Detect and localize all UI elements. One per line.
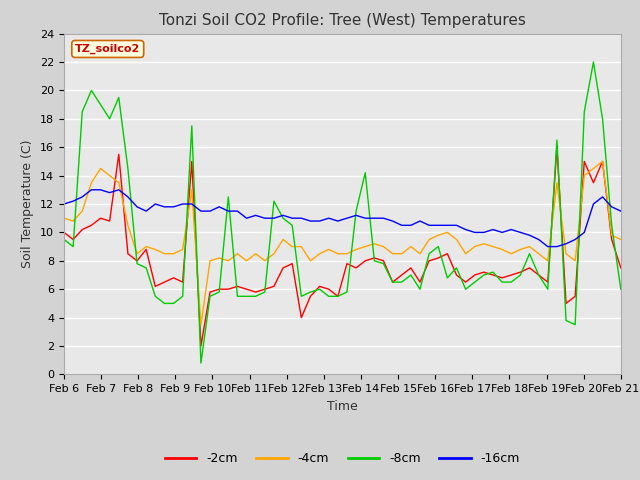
-16cm — [343, 216, 351, 221]
-4cm — [197, 322, 205, 327]
-16cm — [179, 201, 186, 207]
-8cm — [106, 116, 113, 121]
-16cm — [617, 208, 625, 214]
-2cm — [617, 265, 625, 271]
-4cm — [170, 251, 177, 257]
-2cm — [407, 265, 415, 271]
-4cm — [553, 180, 561, 186]
-4cm — [106, 173, 113, 179]
-8cm — [617, 286, 625, 292]
-4cm — [598, 158, 606, 164]
-2cm — [215, 286, 223, 292]
-8cm — [589, 59, 597, 65]
Legend: -2cm, -4cm, -8cm, -16cm: -2cm, -4cm, -8cm, -16cm — [160, 447, 525, 470]
-4cm — [617, 237, 625, 242]
-2cm — [553, 144, 561, 150]
Line: -2cm: -2cm — [64, 147, 621, 346]
Line: -4cm: -4cm — [64, 161, 621, 324]
-2cm — [106, 218, 113, 224]
-8cm — [343, 289, 351, 295]
Line: -8cm: -8cm — [64, 62, 621, 363]
-4cm — [60, 216, 68, 221]
-2cm — [343, 261, 351, 266]
Title: Tonzi Soil CO2 Profile: Tree (West) Temperatures: Tonzi Soil CO2 Profile: Tree (West) Temp… — [159, 13, 526, 28]
-2cm — [197, 343, 205, 349]
-8cm — [553, 137, 561, 143]
-8cm — [215, 289, 223, 295]
-16cm — [544, 244, 552, 250]
Line: -16cm: -16cm — [64, 190, 621, 247]
-16cm — [60, 201, 68, 207]
Text: TZ_soilco2: TZ_soilco2 — [75, 44, 140, 54]
-2cm — [562, 300, 570, 306]
X-axis label: Time: Time — [327, 400, 358, 413]
-16cm — [407, 222, 415, 228]
-4cm — [407, 244, 415, 250]
-8cm — [170, 300, 177, 306]
-16cm — [562, 241, 570, 247]
-16cm — [115, 187, 123, 192]
-2cm — [170, 275, 177, 281]
-2cm — [60, 229, 68, 235]
-8cm — [197, 360, 205, 366]
-8cm — [407, 272, 415, 278]
Y-axis label: Soil Temperature (C): Soil Temperature (C) — [22, 140, 35, 268]
-4cm — [215, 255, 223, 261]
-4cm — [343, 251, 351, 257]
-16cm — [88, 187, 95, 192]
-8cm — [60, 237, 68, 242]
-16cm — [215, 204, 223, 210]
